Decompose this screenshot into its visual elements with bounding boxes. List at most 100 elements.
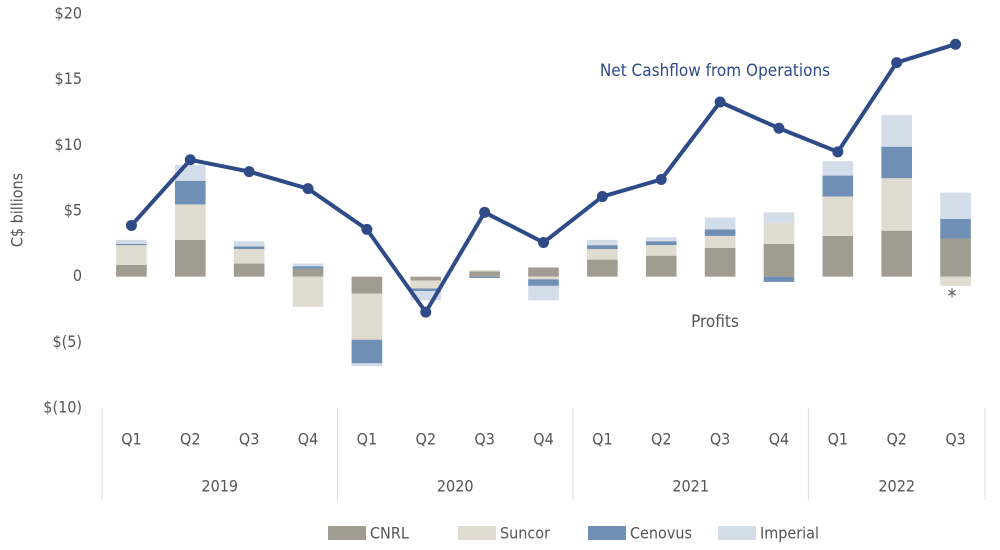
line-point bbox=[714, 96, 726, 108]
x-tick-label: Q3 bbox=[945, 430, 965, 449]
bar-segment bbox=[704, 217, 736, 230]
y-tick-label: $20 bbox=[55, 4, 82, 23]
x-tick-label: Q2 bbox=[180, 430, 200, 449]
bar-segment bbox=[410, 288, 442, 292]
y-tick-label: $10 bbox=[55, 135, 82, 154]
bar-segment bbox=[940, 218, 971, 239]
bar-segment bbox=[645, 237, 677, 242]
legend-swatch bbox=[328, 526, 366, 540]
bar-segment bbox=[587, 239, 618, 246]
bar-segment bbox=[822, 161, 854, 176]
bar-segment bbox=[469, 271, 500, 277]
bar-segment bbox=[528, 285, 559, 301]
line-point bbox=[125, 219, 137, 231]
bar-segment bbox=[822, 235, 854, 277]
bar-segment bbox=[351, 339, 383, 364]
bar-segment bbox=[233, 249, 265, 264]
line-point bbox=[773, 122, 785, 134]
bar-segment bbox=[351, 363, 383, 366]
bar-segment bbox=[881, 115, 913, 147]
bar-segment bbox=[704, 229, 736, 236]
x-tick-label: Q2 bbox=[651, 430, 671, 449]
line-point bbox=[302, 183, 314, 195]
y-tick-label: $5 bbox=[64, 201, 82, 220]
x-tick-label: Q1 bbox=[121, 430, 141, 449]
bar-segment bbox=[528, 276, 559, 280]
bar-segment bbox=[410, 276, 442, 281]
annotation: Profits bbox=[691, 312, 739, 332]
bar-segment bbox=[292, 266, 324, 269]
bar-segment bbox=[704, 235, 736, 248]
bar-segment bbox=[116, 239, 147, 244]
x-tick-label: Q3 bbox=[474, 430, 494, 449]
group-label: 2020 bbox=[437, 477, 474, 496]
line-point bbox=[596, 191, 608, 203]
bar-segment bbox=[881, 178, 913, 231]
bar-segment bbox=[292, 263, 324, 267]
legend-swatch bbox=[588, 526, 626, 540]
bar-segment bbox=[410, 291, 442, 301]
y-tick-label: $(5) bbox=[52, 332, 82, 351]
line-point bbox=[361, 223, 373, 235]
bar-segment bbox=[763, 243, 795, 277]
x-tick-label: Q2 bbox=[416, 430, 436, 449]
y-tick-label: $15 bbox=[55, 69, 82, 88]
bar-segment bbox=[469, 276, 500, 278]
group-label: 2022 bbox=[878, 477, 915, 496]
bar-segment bbox=[174, 180, 206, 205]
bar-segment bbox=[469, 270, 500, 272]
bar-segment bbox=[410, 280, 442, 289]
bar-segment bbox=[940, 276, 971, 286]
x-tick-label: Q4 bbox=[533, 430, 553, 449]
y-tick-label: $(10) bbox=[43, 398, 82, 417]
bar-segment bbox=[940, 192, 971, 219]
bar-segment bbox=[174, 239, 206, 277]
bar-segment bbox=[704, 247, 736, 277]
group-label: 2021 bbox=[672, 477, 709, 496]
x-tick-label: Q1 bbox=[592, 430, 612, 449]
bar-segment bbox=[940, 238, 971, 277]
bar-segment bbox=[645, 245, 677, 256]
bar-segment bbox=[822, 175, 854, 197]
bar-segment bbox=[233, 263, 265, 277]
bar-segment bbox=[116, 243, 147, 246]
bar-segment bbox=[292, 276, 324, 307]
x-tick-label: Q3 bbox=[710, 430, 730, 449]
line-point bbox=[243, 166, 255, 178]
line-point bbox=[420, 306, 432, 318]
line-point bbox=[479, 206, 491, 218]
bar-segment bbox=[116, 245, 147, 265]
bar-segment bbox=[351, 293, 383, 340]
legend-label: CNRL bbox=[370, 524, 409, 543]
bar-segment bbox=[351, 276, 383, 294]
bar-segment bbox=[645, 241, 677, 246]
line-point bbox=[832, 146, 844, 158]
annotation: * bbox=[948, 285, 957, 309]
x-tick-label: Q1 bbox=[357, 430, 377, 449]
x-tick-label: Q1 bbox=[828, 430, 848, 449]
line-point bbox=[950, 38, 962, 50]
line-point bbox=[891, 57, 903, 69]
bar-segment bbox=[174, 204, 206, 240]
bar-segment bbox=[587, 249, 618, 260]
line-point bbox=[184, 154, 196, 166]
x-tick-label: Q3 bbox=[239, 430, 259, 449]
bar-segment bbox=[233, 241, 265, 247]
bar-segment bbox=[233, 246, 265, 250]
bar-segment bbox=[822, 196, 854, 236]
x-tick-label: Q2 bbox=[886, 430, 906, 449]
legend-label: Imperial bbox=[760, 524, 819, 543]
bar-segment bbox=[587, 245, 618, 250]
line-label: Net Cashflow from Operations bbox=[600, 61, 830, 81]
bar-segment bbox=[763, 222, 795, 244]
legend-label: Suncor bbox=[500, 524, 550, 543]
legend-swatch bbox=[718, 526, 756, 540]
legend-swatch bbox=[458, 526, 496, 540]
bar-segment bbox=[528, 279, 559, 286]
y-axis-label: C$ billions bbox=[8, 173, 27, 247]
bar-segment bbox=[881, 146, 913, 179]
bar-segment bbox=[763, 212, 795, 223]
bar-segment bbox=[292, 268, 324, 277]
legend-label: Cenovus bbox=[630, 524, 692, 543]
